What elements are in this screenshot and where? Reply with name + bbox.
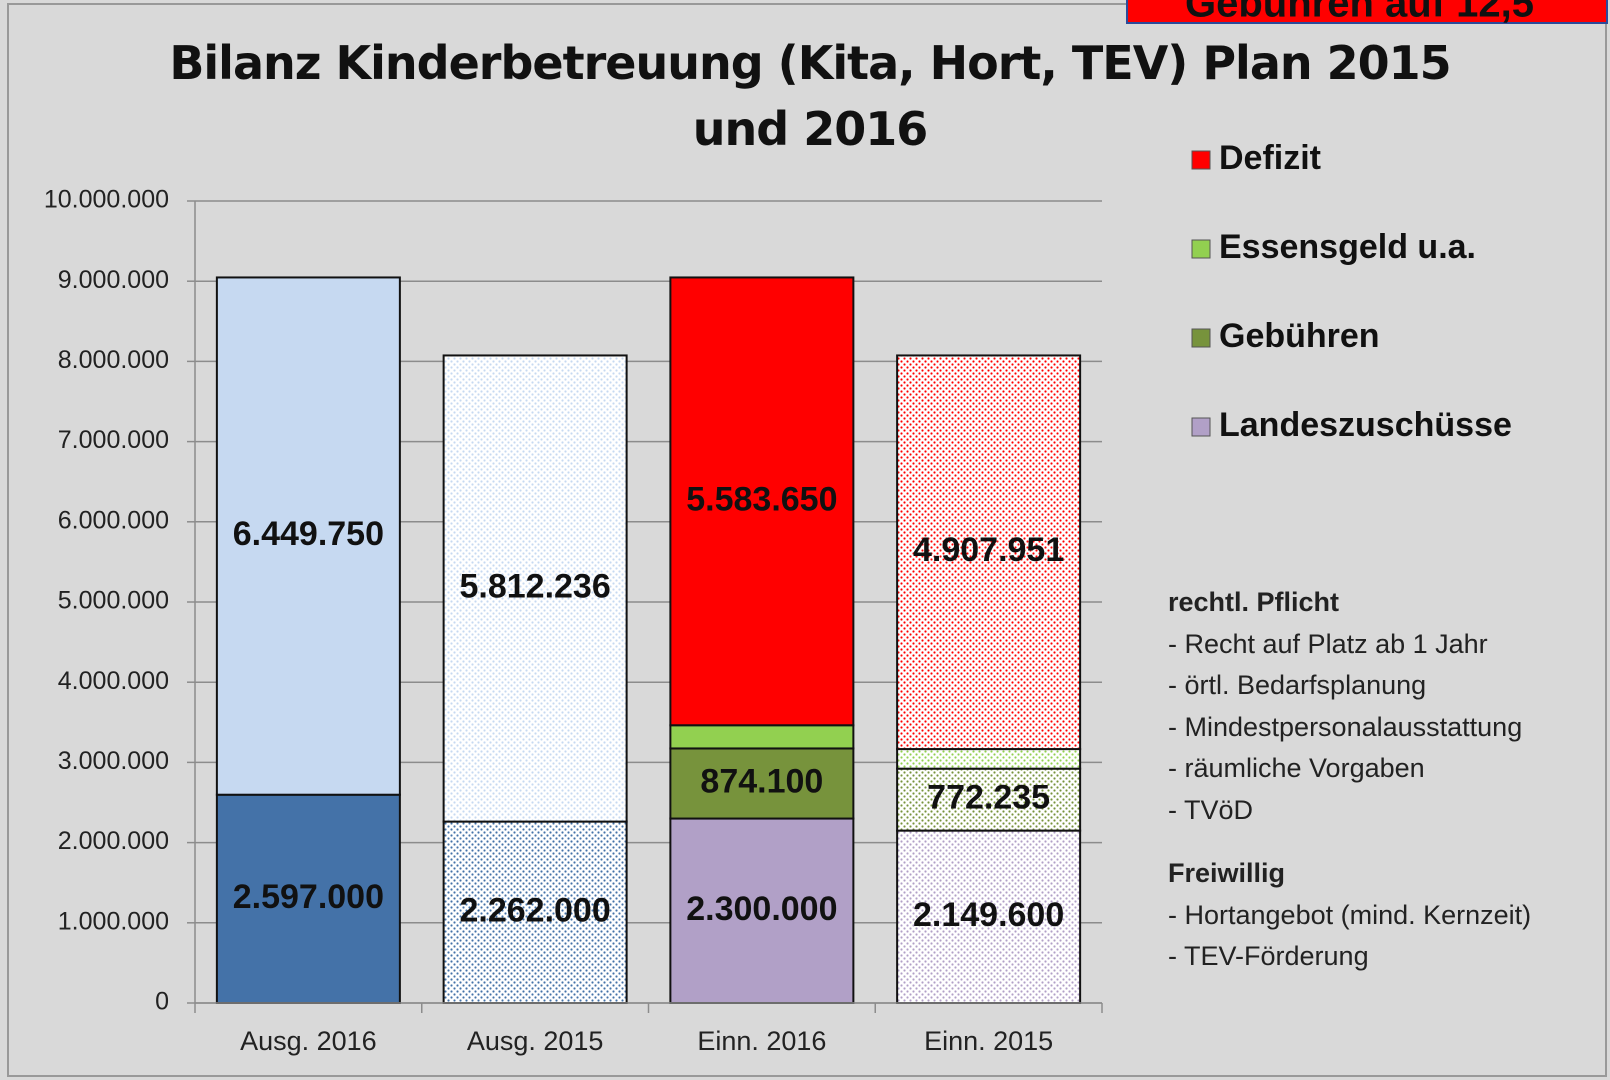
y-tick-label: 10.000.000 — [44, 186, 169, 214]
note-item: - Mindestpersonalausstattung — [1168, 711, 1523, 742]
note-heading: Freiwillig — [1168, 858, 1286, 888]
bar-segment — [215, 793, 401, 1004]
x-tick-label: Einn. 2016 — [697, 1026, 826, 1056]
annotation-box — [1126, 0, 1608, 24]
data-label: 2.149.600 — [913, 896, 1064, 934]
note-heading: rechtl. Pflicht — [1168, 587, 1340, 617]
data-label: 5.812.236 — [459, 568, 610, 606]
bar-segment — [442, 820, 628, 1004]
note-item: - Recht auf Platz ab 1 Jahr — [1168, 628, 1488, 659]
y-tick-label: 1.000.000 — [58, 907, 169, 935]
legend-swatch — [1191, 150, 1211, 170]
legend-swatch — [1191, 417, 1211, 437]
chart-title: Bilanz Kinderbetreuung (Kita, Hort, TEV)… — [169, 36, 1451, 156]
y-tick-label: 3.000.000 — [58, 747, 169, 775]
data-label: 772.235 — [927, 779, 1050, 817]
bar-segment — [669, 817, 855, 1004]
data-label: 5.583.650 — [686, 480, 837, 518]
bar-segment — [215, 276, 401, 796]
note-group: rechtl. Pflicht - Recht auf Platz ab 1 Ja… — [1168, 582, 1531, 831]
data-label: 6.449.750 — [233, 515, 384, 553]
y-tick-label: 6.000.000 — [58, 506, 169, 534]
notes: rechtl. Pflicht - Recht auf Platz ab 1 Ja… — [1168, 582, 1531, 1000]
legend-swatch — [1191, 239, 1211, 259]
bar-segment — [669, 724, 855, 750]
data-label: 4.907.951 — [913, 531, 1064, 569]
y-tick-label: 2.000.000 — [58, 827, 169, 855]
bar-segment — [896, 354, 1082, 751]
legend-swatch — [1191, 328, 1211, 348]
data-label: 2.300.000 — [686, 890, 837, 928]
annotation: Gebühren auf 12,5 — [1185, 0, 1534, 26]
legend-label: Essensgeld u.a. — [1219, 228, 1476, 266]
x-tick-label: Einn. 2015 — [924, 1026, 1053, 1056]
frame — [7, 3, 1607, 1077]
note-item: - örtl. Bedarfsplanung — [1168, 670, 1427, 700]
y-tick-label: 0 — [155, 988, 169, 1016]
note-item: - TEV-Förderung — [1168, 941, 1369, 971]
note-item: - räumliche Vorgaben — [1168, 753, 1425, 783]
bar-segment — [669, 276, 855, 727]
legend-label: Defizit — [1219, 139, 1321, 177]
y-tick-label: 4.000.000 — [58, 667, 169, 695]
y-tick-label: 5.000.000 — [58, 587, 169, 615]
y-tick-label: 9.000.000 — [58, 266, 169, 294]
bar-segment — [896, 829, 1082, 1004]
y-tick-label: 7.000.000 — [58, 426, 169, 454]
note-group: Freiwillig - Hortangebot (mind. Kernzeit)… — [1168, 853, 1531, 978]
bar-segment — [442, 354, 628, 823]
x-tick-label: Ausg. 2015 — [467, 1026, 604, 1056]
bar-segment — [669, 747, 855, 820]
bar-segment — [896, 748, 1082, 770]
legend-label: Gebühren — [1219, 317, 1380, 355]
legend-label: Landeszuschüsse — [1219, 406, 1512, 444]
y-tick-label: 8.000.000 — [58, 346, 169, 374]
data-label: 2.262.000 — [459, 891, 610, 929]
data-label: 874.100 — [700, 762, 823, 800]
x-tick-label: Ausg. 2016 — [240, 1026, 377, 1056]
note-item: - Hortangebot (mind. Kernzeit) — [1168, 899, 1532, 930]
note-item: - TVöD — [1168, 794, 1254, 825]
data-label: 2.597.000 — [233, 878, 384, 916]
